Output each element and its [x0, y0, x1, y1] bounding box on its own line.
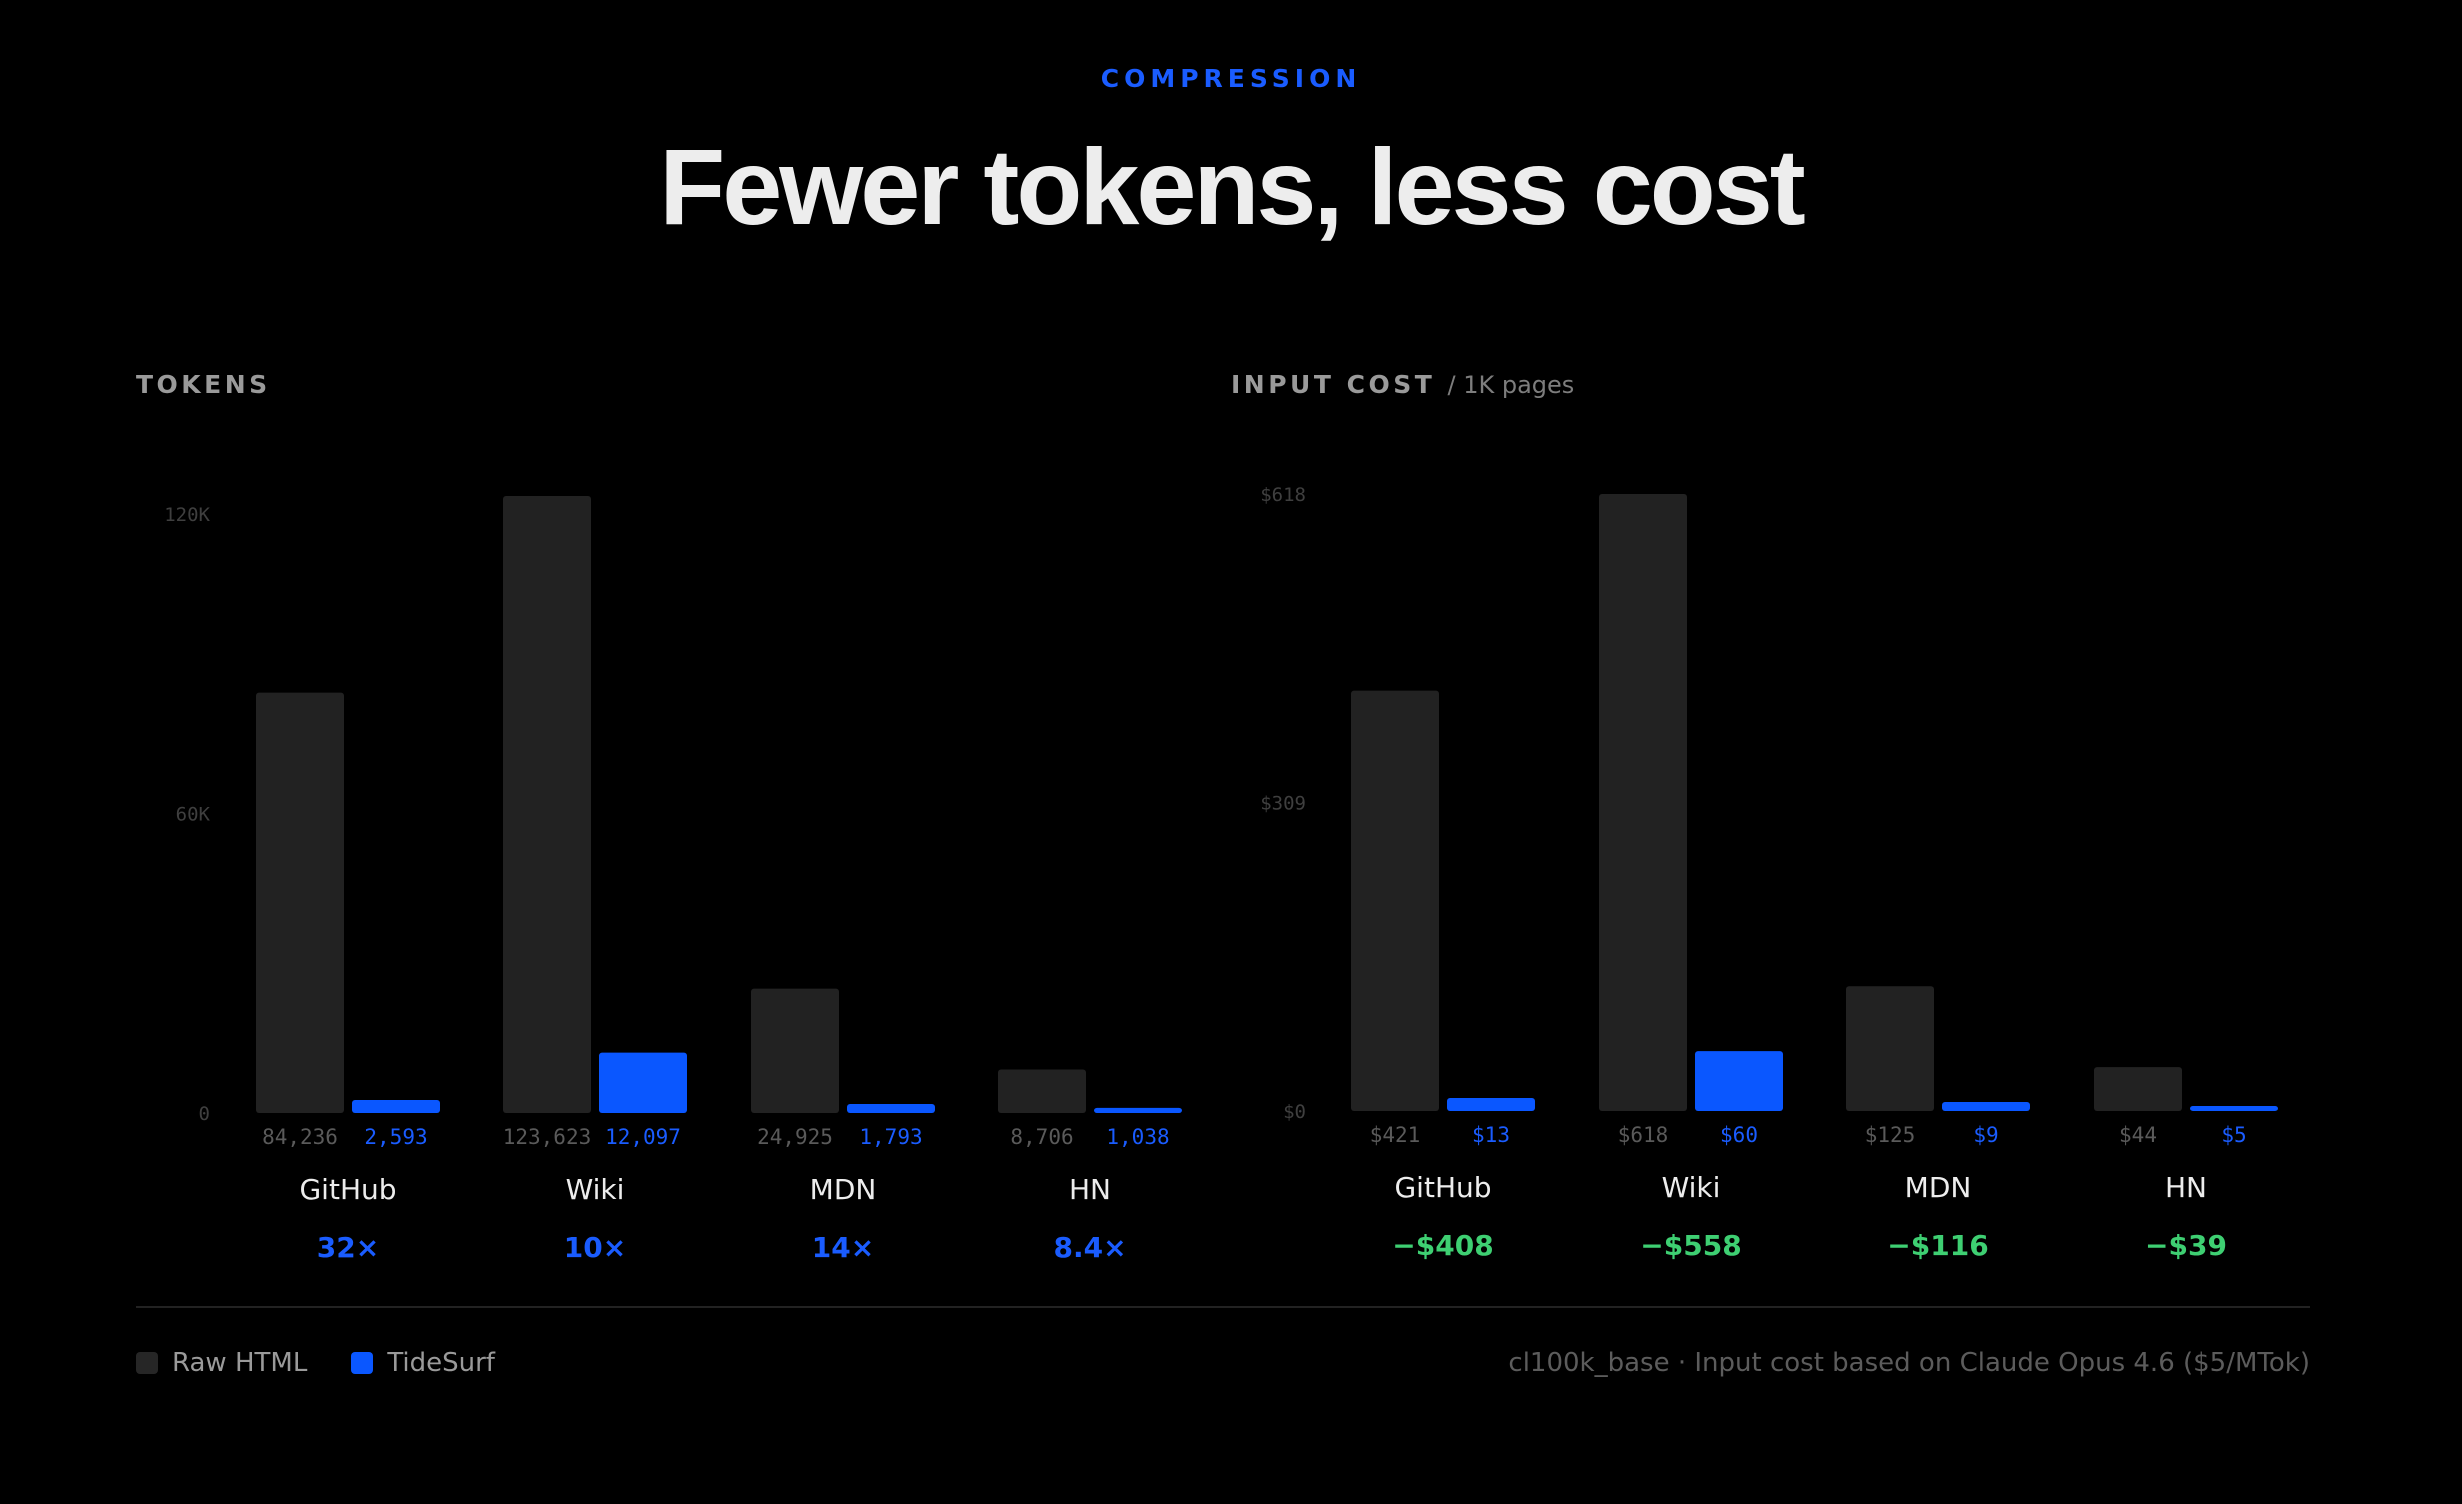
cost-category-label: HN	[2165, 1171, 2207, 1204]
legend-label-raw: Raw HTML	[172, 1348, 308, 1378]
tokens-value-label-tidesurf: 1,793	[859, 1125, 922, 1149]
cost-value-label-raw: $421	[1370, 1123, 1421, 1147]
cost-value-label-raw: $618	[1618, 1123, 1669, 1147]
cost-bar-tidesurf-mdn	[1942, 1102, 2030, 1111]
tokens-y-tick-label: 0	[199, 1103, 210, 1125]
cost-value-label-tidesurf: $60	[1720, 1123, 1758, 1147]
tokens-category-label: GitHub	[299, 1173, 396, 1206]
tokens-bar-tidesurf-hn	[1094, 1107, 1182, 1113]
cost-bar-tidesurf-hn	[2190, 1106, 2278, 1111]
legend-item-tidesurf: TideSurf	[351, 1348, 495, 1378]
cost-category-label: Wiki	[1662, 1171, 1721, 1204]
tokens-bar-raw-mdn	[751, 988, 839, 1113]
tokens-bar-raw-github	[256, 692, 344, 1113]
cost-value-label-raw: $44	[2119, 1123, 2157, 1147]
legend-item-raw-html: Raw HTML	[136, 1348, 307, 1378]
tokens-bar-raw-hn	[998, 1069, 1086, 1113]
cost-bar-raw-hn	[2094, 1067, 2182, 1111]
tokens-y-tick-label: 60K	[176, 804, 211, 826]
cost-annotation: −$408	[1392, 1229, 1493, 1262]
cost-value-label-tidesurf: $13	[1472, 1123, 1510, 1147]
tokens-value-label-raw: 24,925	[757, 1125, 833, 1149]
legend-swatch-raw	[136, 1352, 158, 1374]
cost-bar-chart: $618 $309 $0 $421 $13 GitHub −$408 $618 $60 Wiki −…	[1260, 484, 2278, 1262]
chart-legend: Raw HTML TideSurf	[136, 1348, 539, 1378]
section-eyebrow: COMPRESSION	[1100, 64, 1362, 93]
tokens-value-label-raw: 123,623	[503, 1125, 592, 1149]
cost-chart-subtitle: / 1K pages	[1447, 371, 1575, 399]
tokens-annotation: 8.4×	[1053, 1231, 1126, 1264]
tokens-annotation: 14×	[812, 1231, 874, 1264]
tokens-bar-chart: 120K 60K 0 84,236 2,593 GitHub 32× 123,623 12,09…	[164, 496, 1182, 1264]
tokens-value-label-raw: 8,706	[1010, 1125, 1073, 1149]
cost-chart-title: INPUT COST	[1231, 370, 1436, 399]
tokens-value-label-raw: 84,236	[262, 1125, 338, 1149]
legend-swatch-tidesurf	[351, 1352, 374, 1374]
tokens-bar-tidesurf-mdn	[847, 1104, 935, 1113]
cost-y-tick-label: $309	[1260, 793, 1306, 815]
page-title: Fewer tokens, less cost	[659, 126, 1806, 247]
cost-bar-raw-wiki	[1599, 494, 1687, 1111]
footer-divider	[136, 1306, 2310, 1308]
tokens-annotation: 32×	[317, 1231, 379, 1264]
cost-bar-raw-mdn	[1846, 986, 1934, 1111]
cost-bar-tidesurf-github	[1447, 1098, 1535, 1111]
cost-category-label: GitHub	[1394, 1171, 1491, 1204]
tokens-category-label: HN	[1069, 1173, 1111, 1206]
cost-y-tick-label: $0	[1283, 1101, 1306, 1123]
cost-y-tick-label: $618	[1260, 484, 1306, 506]
tokens-bar-tidesurf-github	[352, 1100, 440, 1113]
cost-chart-title-wrap: INPUT COST / 1K pages	[1231, 370, 1574, 399]
tokens-bar-tidesurf-wiki	[599, 1052, 687, 1113]
tokens-category-label: MDN	[810, 1173, 877, 1206]
cost-annotation: −$39	[2145, 1229, 2227, 1262]
cost-annotation: −$116	[1887, 1229, 1988, 1262]
tokens-bar-raw-wiki	[503, 496, 591, 1113]
tokens-value-label-tidesurf: 2,593	[364, 1125, 427, 1149]
tokens-value-label-tidesurf: 1,038	[1106, 1125, 1169, 1149]
tokens-y-tick-label: 120K	[164, 504, 210, 526]
tokens-category-label: Wiki	[566, 1173, 625, 1206]
cost-annotation: −$558	[1640, 1229, 1741, 1262]
tokens-chart-title: TOKENS	[136, 370, 271, 399]
tokens-value-label-tidesurf: 12,097	[605, 1125, 681, 1149]
cost-value-label-tidesurf: $9	[1973, 1123, 1998, 1147]
footnote: cl100k_base · Input cost based on Claude…	[1508, 1348, 2310, 1378]
cost-value-label-tidesurf: $5	[2221, 1123, 2246, 1147]
legend-label-tidesurf: TideSurf	[387, 1348, 495, 1378]
tokens-annotation: 10×	[564, 1231, 626, 1264]
cost-category-label: MDN	[1905, 1171, 1972, 1204]
cost-bar-tidesurf-wiki	[1695, 1051, 1783, 1111]
cost-value-label-raw: $125	[1865, 1123, 1916, 1147]
cost-bar-raw-github	[1351, 690, 1439, 1111]
